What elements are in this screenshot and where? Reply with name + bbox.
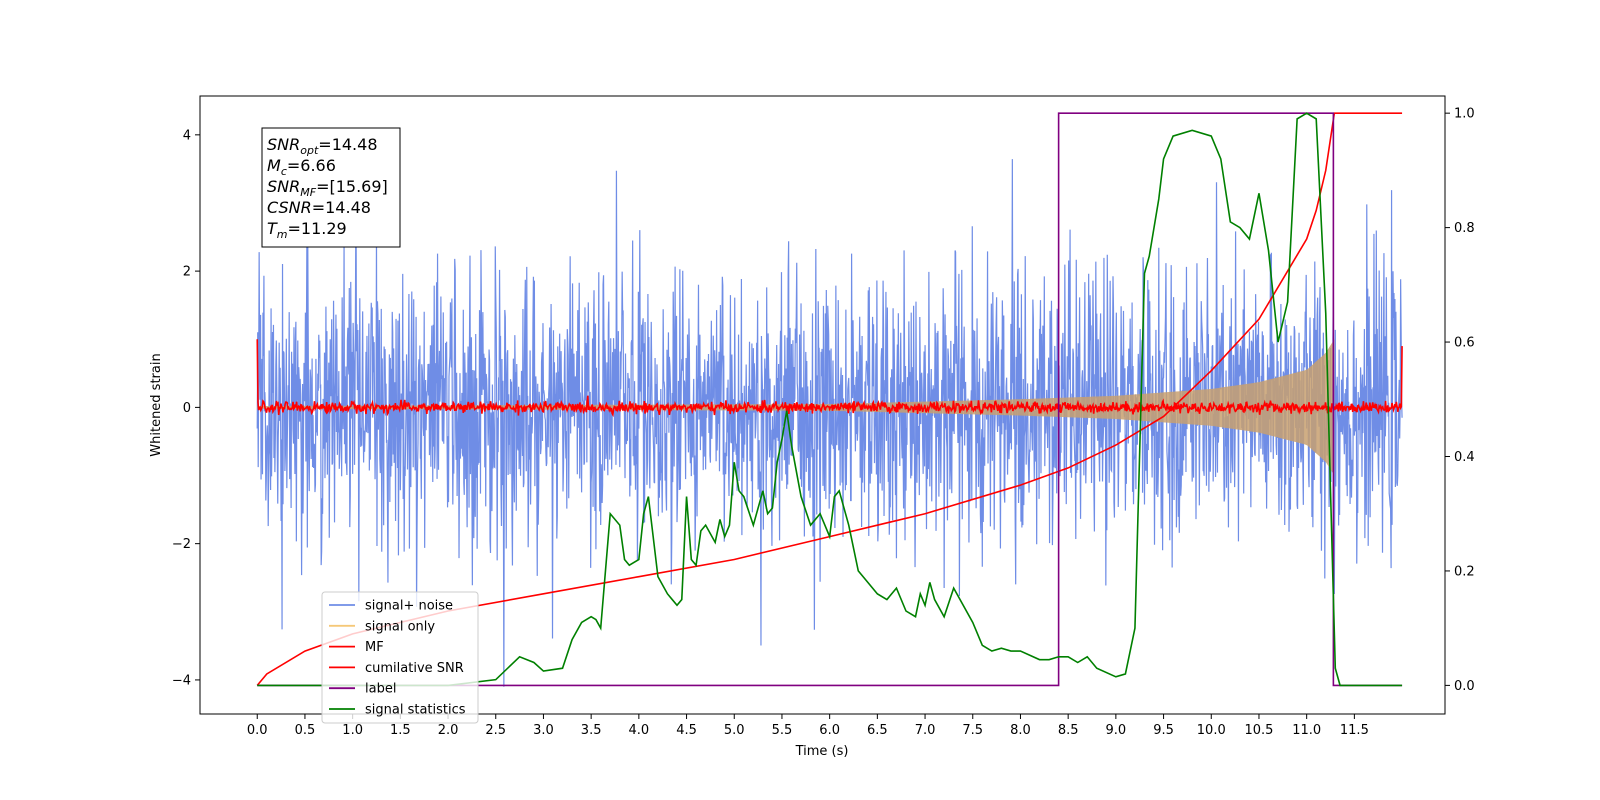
legend-label-label: label — [365, 682, 396, 697]
annotation-line: CSNR=14.48 — [267, 198, 371, 217]
x-tick-label: 4.5 — [676, 723, 697, 738]
y-right-tick-label: 0.6 — [1454, 336, 1475, 351]
x-tick-label: 5.5 — [772, 723, 793, 738]
x-tick-label: 10.5 — [1244, 723, 1273, 738]
x-tick-label: 4.0 — [629, 723, 650, 738]
legend: signal+ noise signal only MF cumilative SNR… — [321, 591, 479, 724]
x-tick-label: 5.0 — [724, 723, 745, 738]
y-axis-label: Whitened strain — [149, 353, 164, 456]
y-tick-label: 4 — [183, 128, 191, 143]
legend-label-signal-only: signal only — [365, 619, 435, 634]
series-mf — [256, 339, 1403, 418]
x-tick-label: 0.0 — [247, 723, 268, 738]
x-tick-label: 2.0 — [438, 723, 459, 738]
annotation-line: Tm=11.29 — [267, 219, 347, 241]
legend-frame — [321, 591, 479, 724]
y-right-tick-label: 0.4 — [1454, 450, 1475, 465]
y-tick-label: −2 — [172, 537, 191, 552]
x-tick-label: 0.5 — [295, 723, 316, 738]
x-tick-label: 1.0 — [342, 723, 363, 738]
series-signal-statistics — [257, 112, 1403, 687]
y-right-tick-label: 0.0 — [1454, 679, 1475, 694]
x-tick-label: 3.0 — [533, 723, 554, 738]
y-tick-label: 0 — [183, 401, 191, 416]
x-tick-label: 1.5 — [390, 723, 411, 738]
y-tick-label: 2 — [183, 265, 191, 280]
plot-frame — [199, 95, 1446, 715]
x-tick-label: 6.0 — [819, 723, 840, 738]
x-tick-label: 3.5 — [581, 723, 602, 738]
x-tick-label: 8.5 — [1058, 723, 1079, 738]
legend-label-mf: MF — [365, 640, 384, 655]
y-tick-label: −4 — [172, 673, 191, 688]
x-tick-label: 8.0 — [1010, 723, 1031, 738]
x-tick-label: 7.0 — [915, 723, 936, 738]
y-right-tick-label: 0.8 — [1454, 221, 1475, 236]
annotation-line: SNRMF=[15.69] — [267, 177, 388, 199]
x-axis: 0.0 0.5 1.0 1.5 2.0 2.5 3.0 3.5 4.0 4.5 5.0 5.5 6.0 6… — [247, 714, 1369, 738]
y-right-tick-label: 1.0 — [1454, 107, 1475, 122]
y-axis-right: 0.0 0.2 0.4 0.6 0.8 1.0 — [1445, 107, 1475, 694]
y-right-tick-label: 0.2 — [1454, 564, 1475, 579]
x-tick-label: 6.5 — [867, 723, 888, 738]
annotation-line: SNRopt=14.48 — [267, 135, 378, 157]
annotation-line: Mc=6.66 — [267, 156, 336, 178]
x-axis-label: Time (s) — [795, 744, 849, 759]
x-tick-label: 11.5 — [1340, 723, 1369, 738]
x-tick-label: 2.5 — [485, 723, 506, 738]
x-tick-label: 11.0 — [1292, 723, 1321, 738]
x-tick-label: 10.0 — [1197, 723, 1226, 738]
y-axis-left: −4 −2 0 2 4 — [172, 128, 200, 688]
stats-annotation-box: SNRopt=14.48Mc=6.66SNRMF=[15.69]CSNR=14.… — [261, 127, 401, 248]
x-tick-label: 9.5 — [1153, 723, 1174, 738]
series-signal-noise — [256, 159, 1403, 687]
x-tick-label: 9.0 — [1106, 723, 1127, 738]
x-tick-label: 7.5 — [962, 723, 983, 738]
legend-label-signal-noise: signal+ noise — [365, 599, 453, 614]
annotation-frame — [261, 127, 401, 248]
legend-label-signal-statistics: signal statistics — [365, 703, 466, 718]
legend-label-cumilative-snr: cumilative SNR — [365, 661, 464, 676]
